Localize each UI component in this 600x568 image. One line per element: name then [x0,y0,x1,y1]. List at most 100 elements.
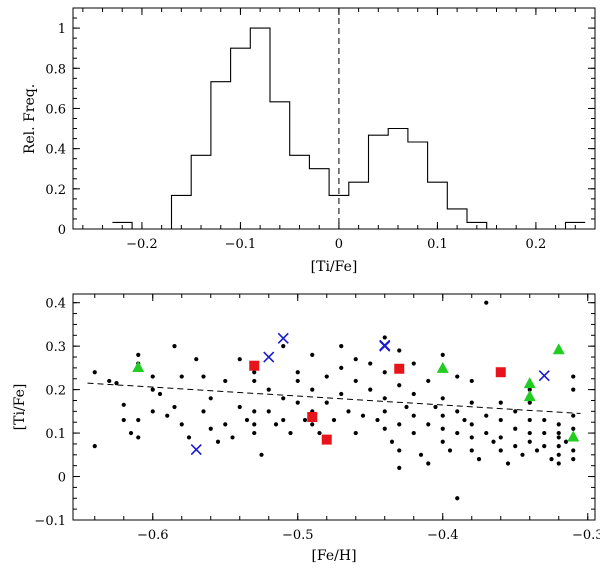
star-point [571,413,576,418]
histogram-bar [428,182,448,229]
star-point [150,409,155,414]
histogram-x-tick-label: 0.1 [427,237,448,252]
blue-cross-point [263,351,275,363]
histogram-bars [112,27,586,230]
star-point [455,374,460,379]
star-point [382,335,387,340]
histogram-y-tick-label: 0 [58,223,66,238]
star-point [491,439,496,444]
histogram-bar [290,155,310,229]
star-point [266,409,271,414]
star-point [331,417,337,423]
star-point [571,426,576,431]
star-point [513,426,518,431]
star-point [281,417,286,423]
star-point [201,374,206,379]
star-point [498,417,503,423]
star-point [411,413,416,418]
star-point [107,378,112,384]
star-point [128,430,134,436]
star-point [542,430,547,436]
star-point [520,452,525,457]
green-triangle-point [552,343,565,355]
star-point [556,422,561,427]
star-point [382,370,387,375]
scatter-y-tick-label: 0.1 [45,427,66,442]
star-point [527,430,532,436]
green-triangle-point [436,361,449,373]
star-point [281,396,286,401]
histogram-x-tick-label: −0.2 [126,237,158,252]
star-point [252,378,257,384]
star-point [310,352,315,357]
star-point [549,457,554,462]
star-point [527,400,532,405]
star-point [339,344,344,349]
star-point [484,300,489,305]
star-point [397,448,402,453]
histogram-x-axis-label: [Ti/Fe] [311,259,358,275]
blue-cross-point [190,444,202,456]
scatter-x-tick-label: −0.4 [427,528,459,543]
star-point [389,439,395,444]
star-point [172,344,177,349]
red-square-point [321,434,332,445]
histogram-bar [467,222,487,229]
star-point [295,378,300,384]
star-point [179,422,184,427]
star-point [513,444,518,449]
star-point [440,396,445,401]
star-point [266,387,271,392]
star-point [353,357,358,362]
scatter-panel: −0.6 −0.5 −0.4 −0.3 −0.1 0 0.1 0.2 0.3 0.4 [Fe/H]… [12,293,600,564]
histogram-panel: −0.2 −0.1 0 0.1 0.2 0 0.2 0.4 0.6 0.8 1 [Ti/Fe] Re… [22,7,596,275]
scatter-points [92,300,580,501]
star-point [397,422,402,427]
histogram-y-tick-label: 0.6 [45,102,66,117]
star-point [281,344,286,349]
star-point [571,457,576,462]
histogram-bar [565,222,585,229]
star-point [397,465,402,470]
histogram-bar [309,169,329,229]
star-point [397,383,402,388]
star-point [121,402,126,407]
star-point [223,378,228,384]
blue-cross-point [538,370,550,382]
star-point [121,417,126,423]
star-point [534,448,540,453]
star-point [447,448,453,453]
scatter-ticks: −0.6 −0.5 −0.4 −0.3 −0.1 0 0.1 0.2 0.3 0.4 [34,294,600,543]
histogram-bar [447,209,467,229]
scatter-y-tick-label: 0.3 [45,340,66,355]
histogram-y-tick-label: 0.4 [45,143,66,158]
star-point [208,426,213,431]
histogram-bar [388,129,408,229]
star-point [92,444,97,449]
star-point [426,461,431,466]
scatter-y-axis-label: [Ti/Fe] [12,384,28,431]
star-point [273,422,279,427]
star-point [186,435,192,440]
red-square-point [394,363,405,374]
star-point [157,391,163,397]
histogram-bar [191,155,211,229]
histogram-y-tick-label: 1 [58,22,66,37]
star-point [295,400,300,405]
star-point [556,444,561,449]
histogram-y-tick-label: 0.2 [45,183,66,198]
star-point [237,357,242,362]
star-point [295,370,300,375]
star-point [469,400,474,405]
star-point [223,422,228,427]
star-point [136,352,141,357]
star-point [440,413,445,418]
scatter-y-tick-label: 0.2 [45,384,66,399]
histogram-y-tick-label: 0.8 [45,62,66,77]
star-point [136,417,141,423]
histogram-ticks: −0.2 −0.1 0 0.1 0.2 0 0.2 0.4 0.6 0.8 1 [45,7,596,252]
star-point [150,387,155,392]
star-point [440,352,445,357]
star-point [527,439,532,444]
star-point [426,378,431,384]
